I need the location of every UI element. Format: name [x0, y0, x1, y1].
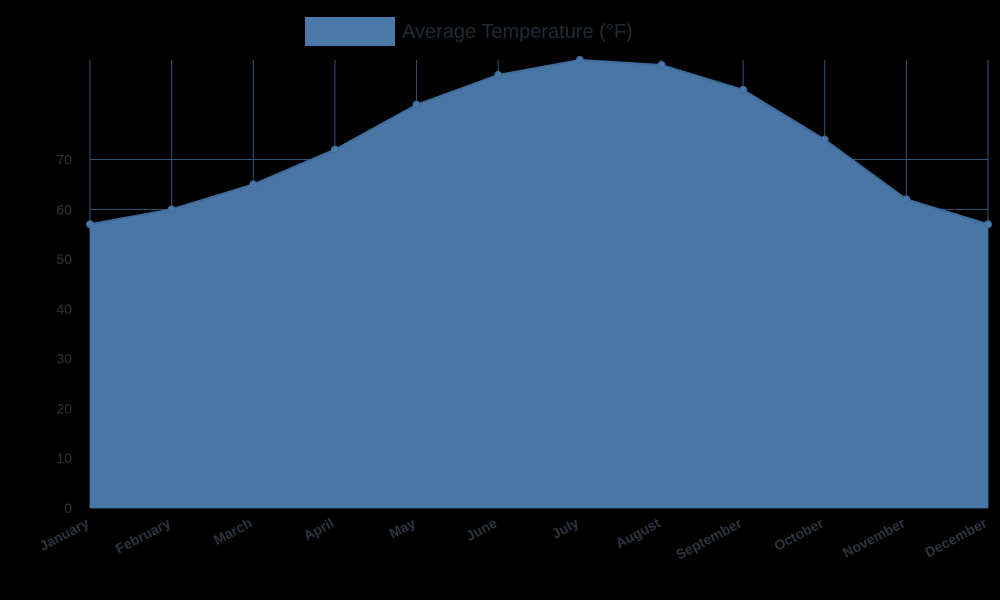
data-point — [412, 100, 421, 109]
x-tick-label: March — [211, 515, 255, 548]
legend: Average Temperature (°F) — [305, 17, 633, 46]
x-tick-label: November — [840, 514, 908, 561]
y-axis-ticks: 0 10 20 30 40 50 60 70 — [56, 152, 72, 516]
x-tick-label: August — [613, 514, 663, 551]
data-point — [657, 60, 666, 69]
x-tick-label: February — [113, 514, 174, 556]
y-tick-label: 20 — [56, 400, 72, 416]
data-point — [575, 56, 584, 64]
legend-label: Average Temperature (°F) — [402, 21, 633, 43]
y-tick-label: 60 — [56, 201, 72, 217]
series-line — [89, 58, 989, 226]
data-point — [249, 180, 258, 189]
area-series — [86, 56, 992, 508]
data-point — [820, 135, 829, 144]
x-tick-label: May — [386, 514, 418, 541]
data-point — [330, 145, 339, 154]
x-tick-label: October — [771, 514, 826, 554]
data-point — [494, 70, 503, 79]
y-tick-label: 30 — [56, 351, 72, 367]
data-point — [902, 195, 911, 204]
x-tick-label: September — [673, 514, 745, 562]
y-tick-label: 0 — [64, 500, 72, 516]
data-point — [984, 220, 992, 229]
y-tick-label: 40 — [56, 301, 72, 317]
legend-swatch — [305, 17, 395, 46]
y-tick-label: 10 — [56, 450, 72, 466]
x-tick-label: January — [36, 514, 91, 553]
x-tick-label: December — [922, 514, 990, 560]
area-fill — [90, 60, 988, 508]
x-tick-label: April — [301, 515, 337, 544]
data-point — [86, 220, 94, 229]
data-point — [739, 85, 748, 94]
y-tick-label: 50 — [56, 251, 72, 267]
x-tick-label: June — [463, 514, 500, 544]
x-tick-label: July — [549, 514, 581, 541]
y-tick-label: 70 — [56, 152, 72, 168]
x-axis-ticks: January February March April May June July Augu… — [36, 514, 989, 562]
data-point — [167, 205, 176, 214]
